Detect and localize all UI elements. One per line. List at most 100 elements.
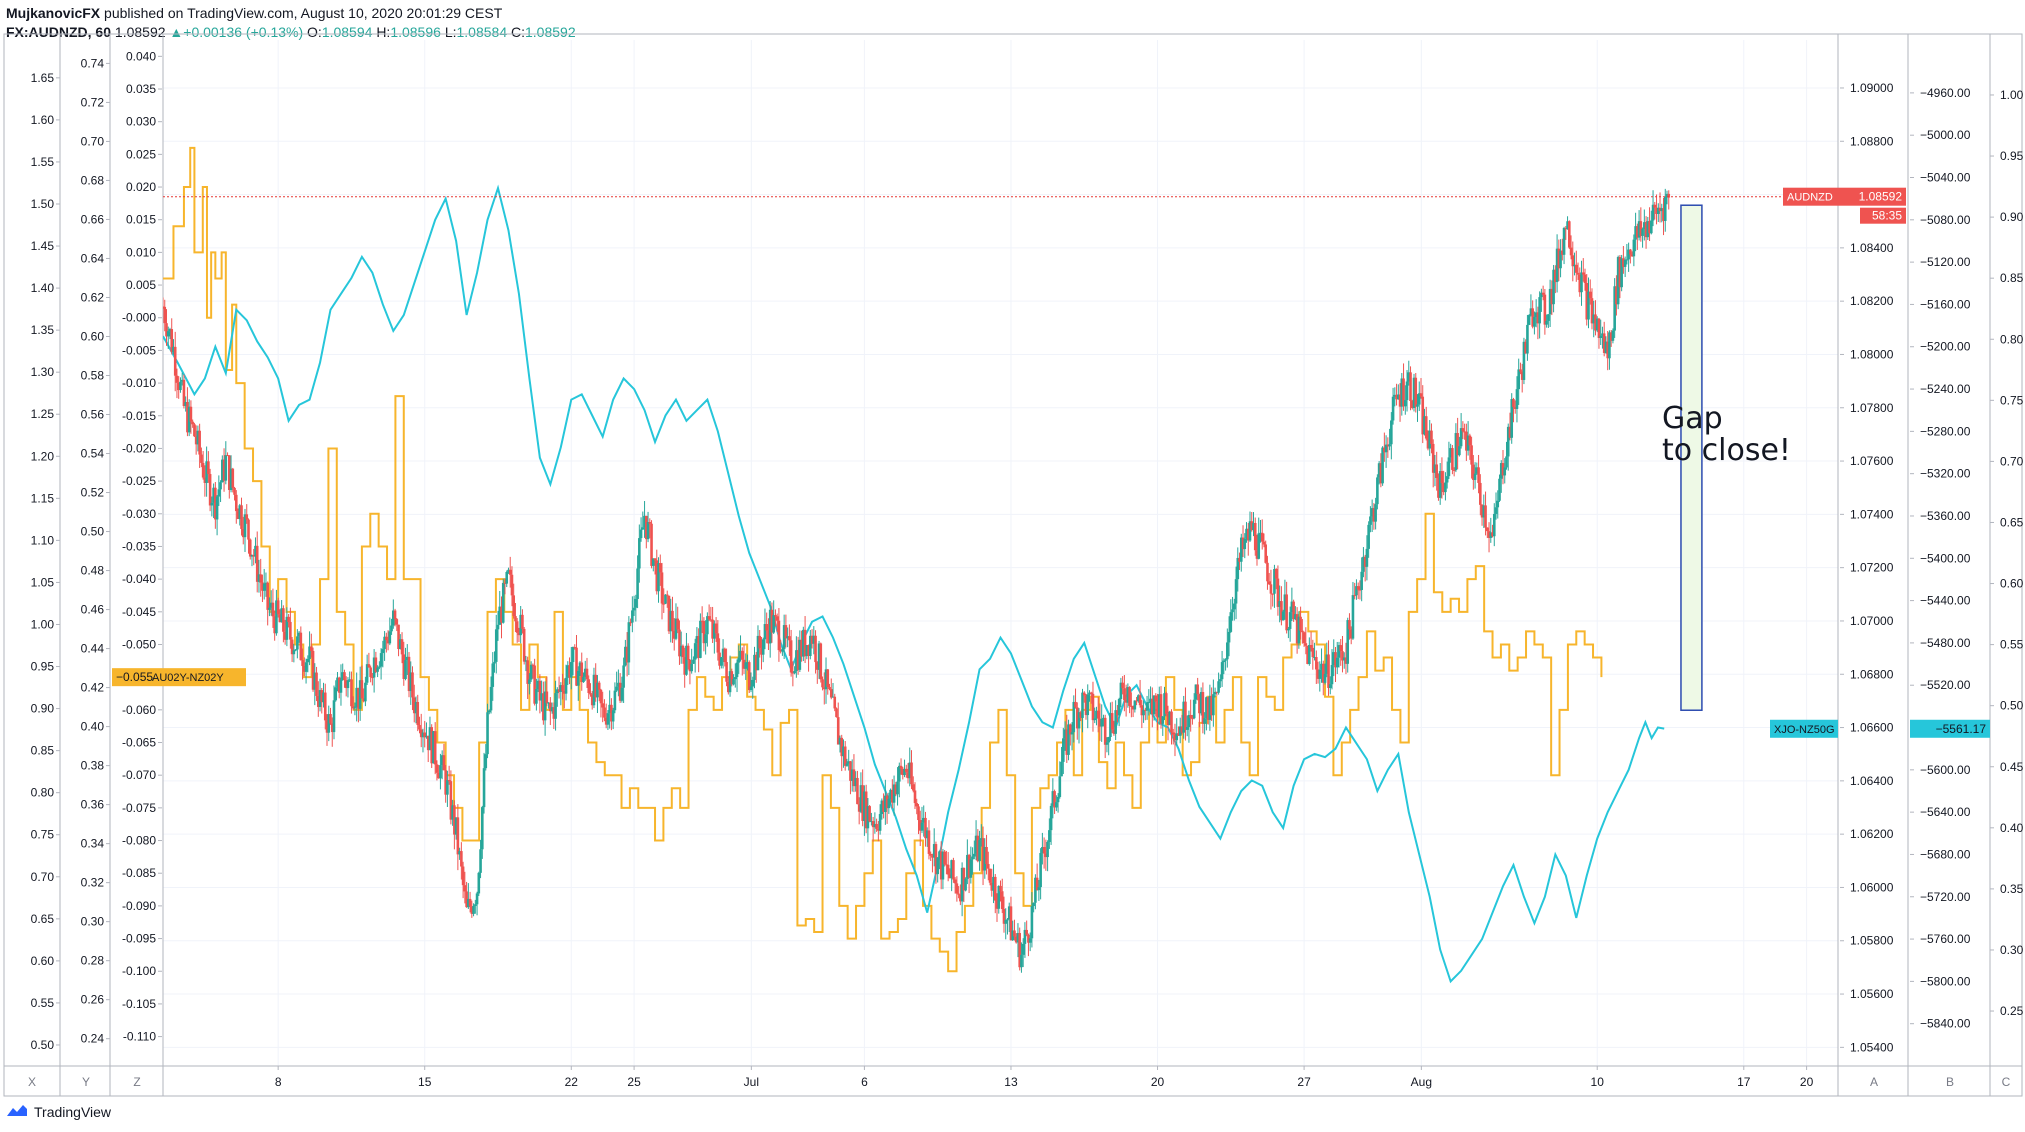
candle-body — [412, 697, 416, 714]
author-name[interactable]: MujkanovicFX — [6, 5, 101, 21]
candle-body — [1363, 556, 1367, 567]
candle-body — [594, 674, 598, 698]
candle-body — [802, 629, 805, 657]
candle-body — [1250, 521, 1254, 531]
candle-body — [1667, 193, 1671, 198]
candle-body — [713, 623, 716, 639]
candle-body — [1138, 695, 1142, 706]
candle-body — [1503, 467, 1507, 476]
candle-body — [1356, 586, 1360, 590]
candle-body — [418, 725, 421, 730]
candle-body — [624, 646, 627, 666]
axis-Y-tick-label: 0.44 — [81, 642, 105, 656]
candle-body — [240, 505, 243, 529]
candle-body — [597, 682, 601, 690]
candle-body — [428, 727, 432, 751]
axis-Y-tick-label: 0.74 — [81, 56, 105, 70]
candle-body — [1442, 483, 1445, 493]
axis-X-tick-label: 0.50 — [31, 1038, 55, 1052]
candle-body — [1538, 297, 1541, 324]
axis-C-tick-label: 0.65 — [2000, 515, 2024, 529]
axis-X-tick-label: 0.70 — [31, 870, 55, 884]
candle-body — [447, 780, 451, 782]
candle-body — [1276, 578, 1280, 607]
candle-body — [1178, 726, 1182, 736]
candle-body — [1260, 532, 1264, 542]
annotation-line-2: to close! — [1662, 433, 1791, 468]
x-tick-label: 15 — [418, 1075, 432, 1089]
candle-body — [276, 600, 280, 615]
candle-body — [510, 574, 514, 596]
candle-body — [1372, 508, 1376, 522]
candle-body — [1159, 694, 1163, 724]
candle-body — [1231, 609, 1234, 613]
candle-body — [453, 805, 456, 835]
candle-body — [563, 690, 566, 694]
candle-body — [1625, 259, 1629, 261]
candle-body — [599, 689, 603, 704]
axis-Y-tick-label: 0.64 — [81, 251, 105, 265]
plot-area — [163, 146, 1838, 984]
candle-body — [1269, 584, 1273, 594]
candle-body — [625, 646, 629, 663]
candle-body — [313, 672, 317, 690]
candle-body — [576, 670, 580, 686]
candle-body — [1028, 938, 1032, 943]
candle-body — [1472, 464, 1475, 480]
candle-body — [1246, 528, 1250, 541]
candle-body — [491, 663, 495, 687]
tradingview-logo-icon[interactable] — [6, 1103, 28, 1120]
publish-line: MujkanovicFX published on TradingView.co… — [6, 4, 576, 23]
candle-body — [1007, 906, 1011, 920]
candle-body — [451, 805, 454, 820]
candle-body — [980, 838, 983, 841]
candle-body — [1103, 717, 1107, 745]
candle-body — [454, 817, 458, 835]
candle-body — [831, 696, 835, 698]
candle-body — [1597, 318, 1601, 339]
candle-body — [538, 680, 542, 701]
candle-body — [228, 455, 231, 490]
candle-body — [1424, 416, 1428, 439]
candle-body — [1470, 445, 1473, 465]
candle-body — [180, 379, 184, 382]
candle-body — [746, 662, 749, 664]
candle-body — [1376, 477, 1379, 505]
candle-body — [398, 639, 402, 650]
axis-Y-tick-label: 0.62 — [81, 290, 105, 304]
candle-body — [1182, 701, 1186, 733]
candle-body — [371, 677, 374, 679]
candle-body — [1339, 645, 1343, 652]
candle-body — [278, 614, 282, 623]
candle-body — [439, 765, 442, 779]
candle-body — [177, 382, 181, 391]
candle-body — [639, 529, 643, 539]
candle-body — [941, 851, 945, 880]
candle-body — [1485, 527, 1489, 532]
axis-X-tick-label: 0.55 — [31, 996, 55, 1010]
candle-body — [243, 514, 247, 538]
candle-body — [484, 754, 488, 769]
candle-body — [1390, 420, 1393, 445]
candle-body — [1634, 226, 1637, 240]
candle-body — [1534, 312, 1538, 318]
candle-body — [1494, 507, 1498, 514]
candle-body — [566, 665, 570, 678]
candle-body — [821, 679, 824, 688]
axis-C-tick-label: 0.40 — [2000, 821, 2024, 835]
candle-body — [871, 821, 875, 828]
candle-body — [1519, 369, 1522, 372]
axis-X-tick-label: 1.35 — [31, 323, 55, 337]
candle-body — [1651, 204, 1655, 221]
au02y-nz02y-tag-value: −0.055 — [116, 670, 153, 684]
candle-body — [1095, 710, 1098, 719]
candle-body — [395, 619, 399, 625]
axis-Z-tick-label: 0.020 — [126, 180, 156, 194]
candle-body — [369, 667, 372, 678]
brand-name[interactable]: TradingView — [34, 1103, 112, 1120]
axis-Z-tick-label: -0.060 — [122, 703, 156, 717]
candle-body — [1301, 630, 1304, 633]
candle-body — [1226, 642, 1229, 660]
annotation-line-1: Gap — [1662, 401, 1723, 436]
